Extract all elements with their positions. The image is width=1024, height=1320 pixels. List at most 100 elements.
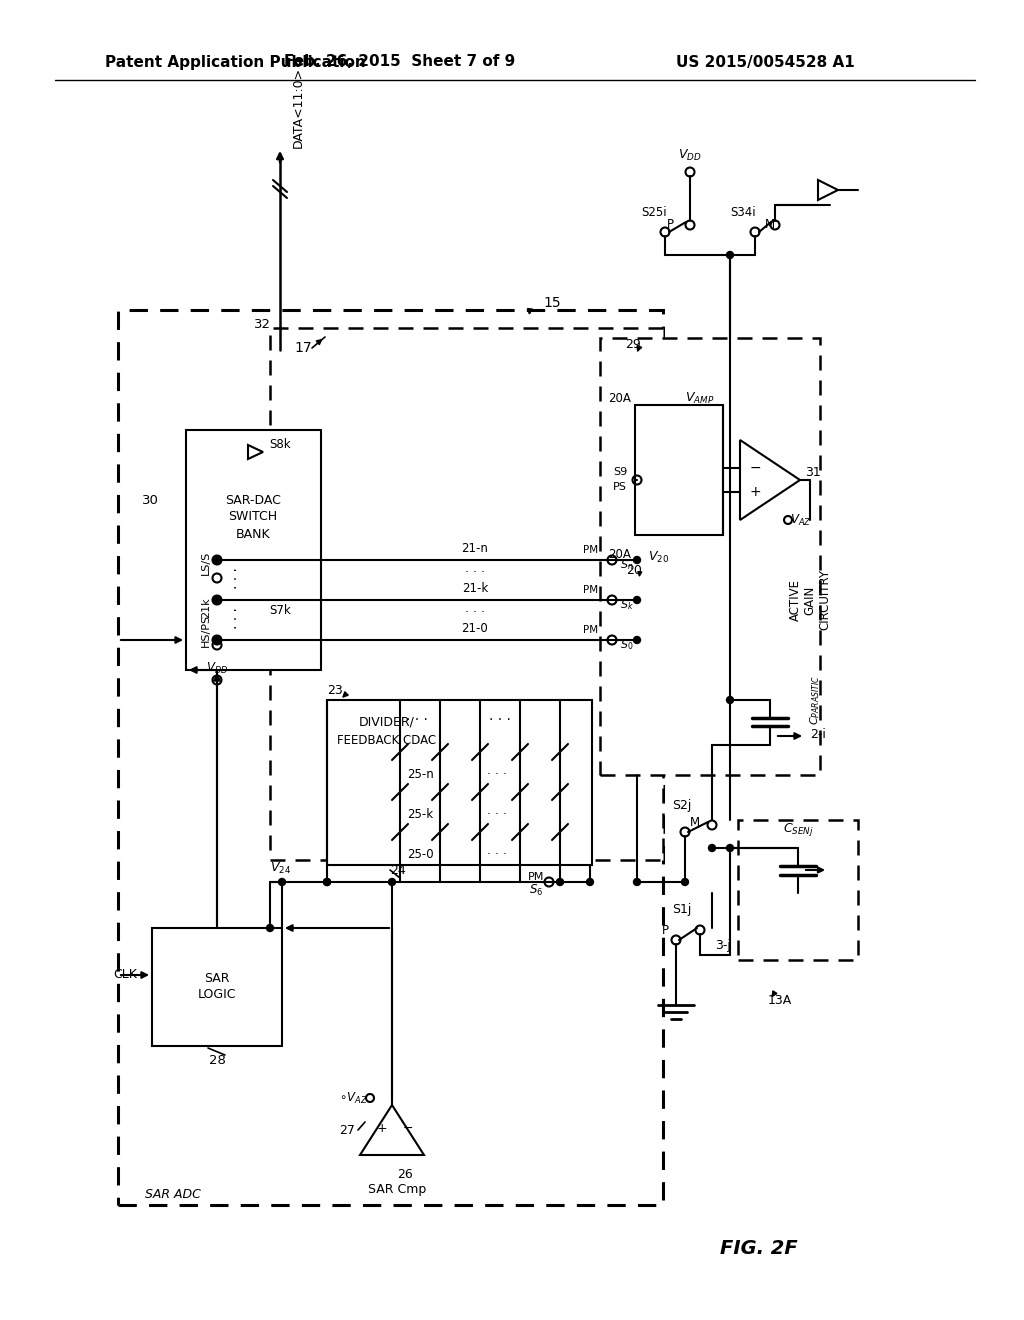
- Text: 20: 20: [626, 564, 642, 577]
- Text: · · ·: · · ·: [230, 607, 244, 628]
- Polygon shape: [818, 180, 838, 201]
- Text: HS/PS: HS/PS: [201, 614, 211, 647]
- Circle shape: [324, 879, 331, 886]
- Circle shape: [388, 879, 395, 886]
- Text: $C_{PARASITIC}$: $C_{PARASITIC}$: [808, 675, 822, 725]
- Text: 27: 27: [339, 1123, 355, 1137]
- Bar: [327, 700, 592, 865]
- Text: PM: PM: [583, 624, 598, 635]
- Text: $V_{AMP}$: $V_{AMP}$: [685, 391, 715, 405]
- Bar: [270, 327, 663, 861]
- Text: · · ·: · · ·: [407, 713, 428, 727]
- Text: CLK: CLK: [113, 969, 137, 982]
- Text: US 2015/0054528 A1: US 2015/0054528 A1: [676, 54, 855, 70]
- Text: 29: 29: [625, 338, 641, 351]
- Circle shape: [634, 557, 640, 564]
- Text: S2j: S2j: [672, 799, 691, 812]
- Text: $V_{DD}$: $V_{DD}$: [206, 660, 228, 676]
- Text: · · ·: · · ·: [487, 849, 507, 862]
- Text: Patent Application Publication: Patent Application Publication: [105, 54, 366, 70]
- Text: · · ·: · · ·: [465, 565, 485, 578]
- Text: · · ·: · · ·: [230, 568, 244, 589]
- Text: DATA<11:0>: DATA<11:0>: [292, 67, 305, 148]
- Text: −: −: [402, 1122, 414, 1134]
- Text: 25-k: 25-k: [407, 808, 433, 821]
- Text: 3-j: 3-j: [715, 939, 731, 952]
- Text: LOGIC: LOGIC: [198, 989, 237, 1002]
- Text: Feb. 26, 2015  Sheet 7 of 9: Feb. 26, 2015 Sheet 7 of 9: [285, 54, 516, 70]
- Text: SAR ADC: SAR ADC: [145, 1188, 201, 1201]
- Circle shape: [556, 879, 563, 886]
- Text: 17: 17: [294, 341, 311, 355]
- Text: 21-0: 21-0: [462, 622, 488, 635]
- Bar: [738, 820, 858, 960]
- Text: $S_6$: $S_6$: [528, 883, 543, 898]
- Text: S7k: S7k: [269, 603, 291, 616]
- Circle shape: [213, 636, 220, 644]
- Text: SAR: SAR: [204, 972, 229, 985]
- Text: $S_n$: $S_n$: [620, 558, 634, 572]
- Polygon shape: [248, 445, 263, 459]
- Text: $\circ V_{AZ}$: $\circ V_{AZ}$: [339, 1090, 368, 1106]
- Text: FEEDBACK CDAC: FEEDBACK CDAC: [338, 734, 436, 747]
- Text: 21k: 21k: [201, 598, 211, 618]
- Text: 31: 31: [805, 466, 821, 479]
- Circle shape: [213, 557, 220, 564]
- Text: S1j: S1j: [672, 903, 691, 916]
- Text: FIG. 2F: FIG. 2F: [720, 1238, 798, 1258]
- Text: $S_0$: $S_0$: [620, 638, 634, 652]
- Text: M: M: [765, 218, 775, 231]
- Text: 25-0: 25-0: [407, 849, 433, 862]
- Circle shape: [709, 845, 716, 851]
- Text: ACTIVE
GAIN
CIRCUITRY: ACTIVE GAIN CIRCUITRY: [788, 569, 831, 631]
- Text: S9: S9: [612, 467, 627, 477]
- Text: · · ·: · · ·: [465, 606, 485, 619]
- Circle shape: [266, 924, 273, 932]
- Text: S25i: S25i: [641, 206, 667, 219]
- Text: +: +: [377, 1122, 387, 1134]
- Text: $V_{20}$: $V_{20}$: [648, 549, 669, 565]
- Circle shape: [726, 697, 733, 704]
- Text: 32: 32: [254, 318, 270, 331]
- Circle shape: [726, 252, 733, 259]
- Circle shape: [279, 879, 286, 886]
- Bar: [186, 430, 321, 671]
- Circle shape: [726, 845, 733, 851]
- Text: P: P: [662, 924, 669, 936]
- Text: 15: 15: [543, 296, 560, 310]
- Bar: [635, 405, 723, 535]
- Text: DIVIDER/: DIVIDER/: [359, 715, 415, 729]
- Text: LS/S: LS/S: [201, 550, 211, 576]
- Text: 26: 26: [397, 1168, 413, 1181]
- Polygon shape: [360, 1105, 424, 1155]
- Bar: [600, 338, 820, 775]
- Polygon shape: [740, 440, 800, 520]
- Circle shape: [324, 879, 331, 886]
- Circle shape: [682, 879, 688, 886]
- Text: SAR-DAC: SAR-DAC: [225, 494, 281, 507]
- Circle shape: [587, 879, 594, 886]
- Text: 21-k: 21-k: [462, 582, 488, 594]
- Text: S34i: S34i: [730, 206, 756, 219]
- Text: $V_{AZ}$: $V_{AZ}$: [790, 512, 811, 528]
- Text: 24: 24: [390, 863, 406, 876]
- Text: 30: 30: [141, 494, 159, 507]
- Text: P: P: [667, 218, 674, 231]
- Text: +: +: [750, 484, 761, 499]
- Text: BANK: BANK: [236, 528, 270, 540]
- Circle shape: [213, 597, 220, 603]
- Text: −: −: [750, 461, 761, 475]
- Text: PM: PM: [583, 545, 598, 554]
- Text: 28: 28: [209, 1053, 225, 1067]
- Text: $V_{24}$: $V_{24}$: [270, 861, 291, 875]
- Text: · · ·: · · ·: [487, 768, 507, 781]
- Text: · · ·: · · ·: [487, 808, 507, 821]
- Text: SWITCH: SWITCH: [228, 511, 278, 524]
- Circle shape: [634, 636, 640, 644]
- Bar: [118, 310, 663, 1205]
- Text: · · ·: · · ·: [489, 713, 511, 727]
- Text: M: M: [690, 816, 700, 829]
- Text: 21-n: 21-n: [462, 541, 488, 554]
- Text: PM: PM: [583, 585, 598, 595]
- Text: 2-i: 2-i: [810, 729, 826, 742]
